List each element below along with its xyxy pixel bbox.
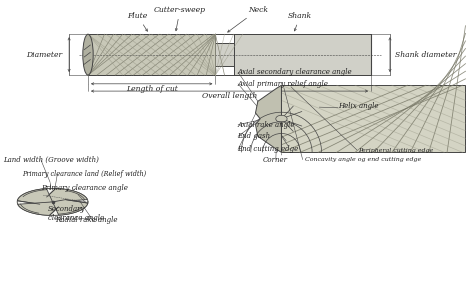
Text: Radial rake angle: Radial rake angle xyxy=(55,216,118,224)
Text: Neck: Neck xyxy=(228,6,268,32)
Text: Shank diameter: Shank diameter xyxy=(395,51,456,59)
Polygon shape xyxy=(53,200,88,215)
Polygon shape xyxy=(234,34,371,75)
Text: Concavity angle og end cutting edge: Concavity angle og end cutting edge xyxy=(305,157,421,162)
Circle shape xyxy=(276,115,287,122)
Text: Overall length: Overall length xyxy=(202,92,257,100)
Text: Shank: Shank xyxy=(288,12,312,31)
Polygon shape xyxy=(18,202,59,215)
Polygon shape xyxy=(88,34,215,75)
Text: End gash: End gash xyxy=(237,132,271,140)
Text: Primary clearance angle: Primary clearance angle xyxy=(41,184,128,192)
Polygon shape xyxy=(17,188,88,215)
Text: Peripheral cutting edge: Peripheral cutting edge xyxy=(358,148,434,153)
Text: Helix angle: Helix angle xyxy=(338,102,379,110)
Polygon shape xyxy=(255,85,282,152)
Text: Axial rake angle: Axial rake angle xyxy=(237,121,295,129)
Text: Length of cut: Length of cut xyxy=(126,85,178,93)
Text: Cutter-sweep: Cutter-sweep xyxy=(154,6,206,31)
Text: Diameter: Diameter xyxy=(26,51,62,59)
Text: Primary clearance land (Relief width): Primary clearance land (Relief width) xyxy=(22,170,146,178)
Text: Land width (Groove width): Land width (Groove width) xyxy=(3,156,99,163)
Text: Secondary
clearance angle: Secondary clearance angle xyxy=(48,205,104,222)
Text: Axial primary relief angle: Axial primary relief angle xyxy=(237,80,328,88)
Ellipse shape xyxy=(83,34,93,75)
Text: Corner: Corner xyxy=(263,156,288,163)
Polygon shape xyxy=(18,189,53,204)
Text: End cutting edge: End cutting edge xyxy=(237,145,299,154)
Polygon shape xyxy=(215,43,234,66)
Text: Flute: Flute xyxy=(128,12,148,31)
Polygon shape xyxy=(46,188,87,202)
Polygon shape xyxy=(282,85,465,152)
Text: Axial secondary clearance angle: Axial secondary clearance angle xyxy=(237,68,352,76)
